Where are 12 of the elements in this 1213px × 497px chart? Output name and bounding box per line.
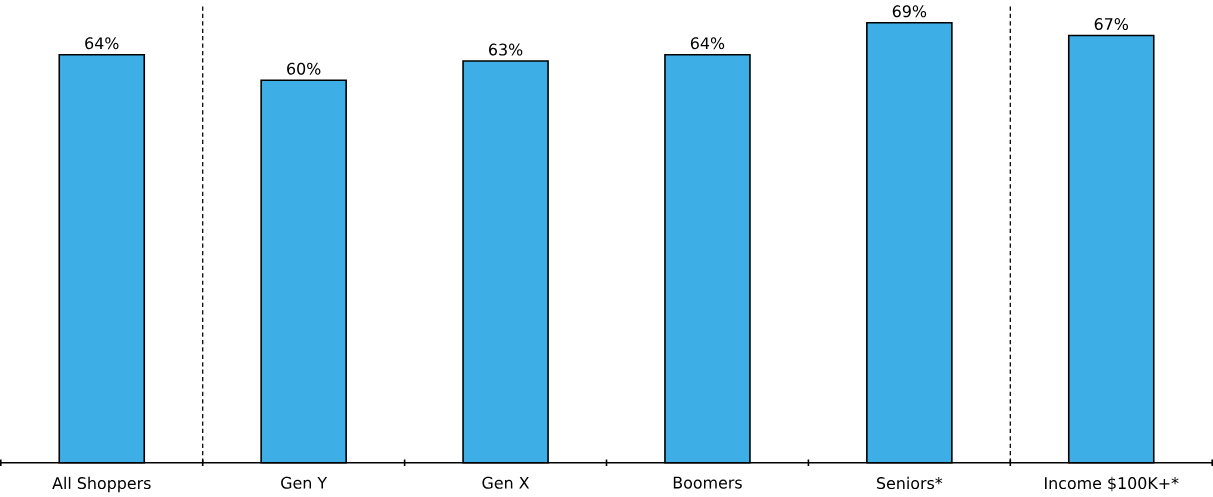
data-label: 63% — [489, 43, 523, 56]
data-label: 60% — [287, 62, 321, 75]
data-label: 64% — [85, 36, 119, 49]
x-tick-label: Gen Y — [281, 476, 328, 489]
data-label: 67% — [1094, 17, 1129, 30]
x-tick-label: Seniors* — [877, 476, 943, 489]
x-tick-label: Gen X — [482, 476, 530, 489]
x-tick-label: Income $100K+* — [1045, 476, 1179, 491]
x-tick-label: All Shoppers — [52, 476, 151, 492]
data-label: 69% — [892, 5, 927, 18]
data-label: 64% — [690, 36, 725, 49]
x-tick-label: Boomers — [673, 476, 742, 489]
